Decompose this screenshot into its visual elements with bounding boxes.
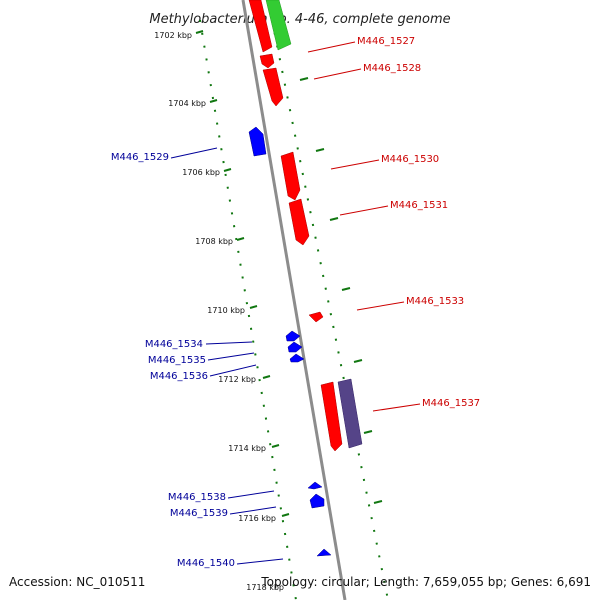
gene-minus-feature[interactable] bbox=[309, 493, 325, 509]
scale-label: 1716 kbp bbox=[238, 514, 276, 523]
gene-minus-feature[interactable] bbox=[248, 126, 267, 157]
leader-lines bbox=[170, 41, 421, 565]
gene-label[interactable]: M446_1534 bbox=[145, 339, 203, 350]
scale-label: 1706 kbp bbox=[182, 168, 220, 177]
gene-plus-feature[interactable] bbox=[248, 0, 273, 53]
left-major-ticks bbox=[195, 30, 290, 517]
gene-label[interactable]: M446_1529 bbox=[111, 152, 169, 163]
gene-labels: M446_1527 M446_1528 M446_1529 M446_1530 … bbox=[111, 36, 480, 569]
gene-plus-feature[interactable] bbox=[262, 67, 284, 107]
gene-label[interactable]: M446_1533 bbox=[406, 296, 464, 307]
gene-label[interactable]: M446_1540 bbox=[177, 558, 235, 569]
gene-label[interactable]: M446_1531 bbox=[390, 200, 448, 211]
accession-text: Accession: NC_010511 bbox=[9, 575, 145, 589]
gene-plus-feature[interactable] bbox=[308, 311, 324, 323]
gene-minus-feature[interactable] bbox=[287, 341, 303, 353]
scale-label: 1714 kbp bbox=[228, 444, 266, 453]
gene-minus-feature[interactable] bbox=[307, 481, 323, 490]
genome-summary-text: Topology: circular; Length: 7,659,055 bp… bbox=[260, 575, 591, 589]
gene-minus-feature[interactable] bbox=[289, 353, 305, 363]
gene-plus-feature[interactable] bbox=[320, 381, 343, 452]
scale-labels: 1702 kbp 1704 kbp 1706 kbp 1708 kbp 1710… bbox=[154, 31, 284, 592]
gene-plus-feature[interactable] bbox=[280, 151, 301, 201]
gene-plus-feature[interactable] bbox=[288, 198, 310, 246]
gene-label[interactable]: M446_1528 bbox=[363, 63, 421, 74]
gene-label[interactable]: M446_1530 bbox=[381, 154, 439, 165]
right-major-ticks bbox=[299, 77, 383, 504]
gene-minus-feature[interactable] bbox=[285, 330, 301, 342]
map-title: Methylobacterium sp. 4-46, complete geno… bbox=[149, 12, 450, 27]
scale-label: 1710 kbp bbox=[207, 306, 245, 315]
rna-feature[interactable] bbox=[265, 0, 292, 51]
gene-label[interactable]: M446_1538 bbox=[168, 492, 226, 503]
gene-plus-feature[interactable] bbox=[259, 53, 275, 69]
scale-label: 1704 kbp bbox=[168, 99, 206, 108]
features bbox=[248, 0, 363, 557]
gene-label[interactable]: M446_1539 bbox=[170, 508, 228, 519]
scale-label: 1718 kbp bbox=[246, 583, 284, 592]
scale-label: 1712 kbp bbox=[218, 375, 256, 384]
gene-minus-feature[interactable] bbox=[316, 548, 332, 557]
gene-label[interactable]: M446_1536 bbox=[150, 371, 208, 382]
gene-label[interactable]: M446_1535 bbox=[148, 355, 206, 366]
scale-label: 1702 kbp bbox=[154, 31, 192, 40]
gene-label[interactable]: M446_1537 bbox=[422, 398, 480, 409]
gene-label[interactable]: M446_1527 bbox=[357, 36, 415, 47]
pseudo-feature[interactable] bbox=[337, 378, 363, 449]
scale-label: 1708 kbp bbox=[195, 237, 233, 246]
genome-backbone bbox=[241, 0, 347, 600]
